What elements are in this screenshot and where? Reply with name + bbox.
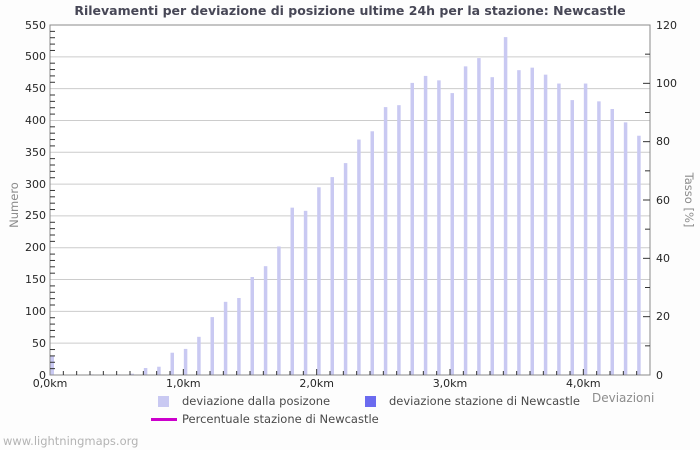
bar-deviation bbox=[290, 207, 294, 375]
bar-deviation bbox=[277, 246, 281, 375]
x-tick-label: 2,0km bbox=[299, 377, 334, 390]
plot-background bbox=[50, 25, 650, 375]
bar-deviation bbox=[397, 105, 401, 376]
bar-deviation bbox=[530, 67, 534, 375]
bar-deviation bbox=[597, 101, 601, 376]
y-left-tick-label: 550 bbox=[25, 18, 46, 32]
bar-deviation bbox=[223, 301, 228, 375]
y-right-tick-label: 120 bbox=[656, 18, 677, 32]
bar-deviation bbox=[330, 177, 334, 375]
bar-deviation bbox=[237, 298, 241, 375]
legend-label-deviation: deviazione dalla posizone bbox=[182, 394, 331, 408]
y-left-tick-label: 50 bbox=[32, 336, 46, 350]
x-axis-label: Deviazioni bbox=[592, 391, 655, 405]
bar-deviation bbox=[50, 355, 54, 375]
bar-deviation bbox=[463, 66, 468, 376]
bar-deviation bbox=[303, 210, 308, 375]
y-right-tick-label: 0 bbox=[656, 368, 663, 382]
y-right-tick-label: 100 bbox=[656, 76, 677, 90]
bar-deviation bbox=[370, 131, 374, 375]
y-left-tick-label: 450 bbox=[25, 82, 46, 96]
bar-deviation bbox=[250, 277, 254, 375]
x-tick-label: 3,0km bbox=[432, 377, 468, 390]
x-tick-label: 1,0km bbox=[166, 377, 201, 390]
y-left-tick-label: 200 bbox=[25, 241, 46, 255]
legend-line-percentage bbox=[151, 418, 177, 421]
bar-deviation bbox=[383, 107, 388, 375]
y-left-tick-label: 0 bbox=[39, 368, 46, 382]
bar-deviation bbox=[197, 336, 201, 375]
legend-label-percentage: Percentuale stazione di Newcastle bbox=[182, 412, 379, 426]
bar-deviation bbox=[263, 266, 268, 375]
bar-deviation bbox=[623, 122, 628, 375]
bar-deviation bbox=[503, 37, 508, 376]
bar-deviation bbox=[143, 368, 148, 375]
bar-deviation bbox=[477, 58, 481, 376]
legend-swatch-deviation bbox=[158, 396, 169, 407]
legend-label-station-deviation: deviazione stazione di Newcastle bbox=[389, 394, 580, 408]
y-left-tick-label: 500 bbox=[25, 50, 46, 64]
bar-deviation bbox=[170, 352, 174, 375]
bar-deviation bbox=[157, 366, 161, 375]
bar-deviation bbox=[343, 163, 348, 375]
x-tick-label: 0,0km bbox=[32, 377, 68, 390]
bar-deviation bbox=[130, 373, 134, 375]
bar-deviation bbox=[410, 82, 414, 375]
y-axis-left-label: Numero bbox=[7, 182, 21, 228]
y-right-tick-label: 40 bbox=[656, 251, 670, 265]
watermark-url: www.lightningmaps.org bbox=[3, 434, 139, 448]
bar-deviation bbox=[583, 83, 588, 376]
legend-swatch-station-deviation bbox=[365, 396, 376, 407]
bar-deviation bbox=[637, 135, 641, 375]
y-right-tick-label: 60 bbox=[656, 193, 670, 207]
bar-deviation bbox=[517, 70, 521, 376]
bar-deviation bbox=[210, 317, 214, 375]
bar-deviation bbox=[610, 109, 614, 375]
bar-deviation bbox=[317, 187, 321, 375]
y-right-tick-label: 20 bbox=[656, 310, 670, 324]
y-left-tick-label: 400 bbox=[25, 113, 46, 127]
y-left-tick-label: 250 bbox=[25, 209, 46, 223]
bar-deviation bbox=[437, 80, 441, 376]
y-left-tick-label: 150 bbox=[25, 273, 46, 287]
bar-deviation bbox=[423, 75, 428, 375]
bar-deviation bbox=[557, 83, 561, 376]
y-left-tick-label: 300 bbox=[25, 177, 46, 191]
bar-deviation bbox=[570, 100, 574, 375]
y-left-tick-label: 350 bbox=[25, 145, 46, 159]
bar-deviation bbox=[183, 348, 188, 375]
chart-title: Rilevamenti per deviazione di posizione … bbox=[74, 3, 626, 18]
bar-deviation bbox=[450, 93, 454, 375]
bar-deviation bbox=[490, 77, 494, 376]
y-right-tick-label: 80 bbox=[656, 135, 670, 149]
bar-deviation bbox=[543, 74, 548, 375]
bar-deviation bbox=[357, 139, 361, 375]
y-left-tick-label: 100 bbox=[25, 304, 46, 318]
x-tick-label: 4,0km bbox=[566, 377, 601, 390]
